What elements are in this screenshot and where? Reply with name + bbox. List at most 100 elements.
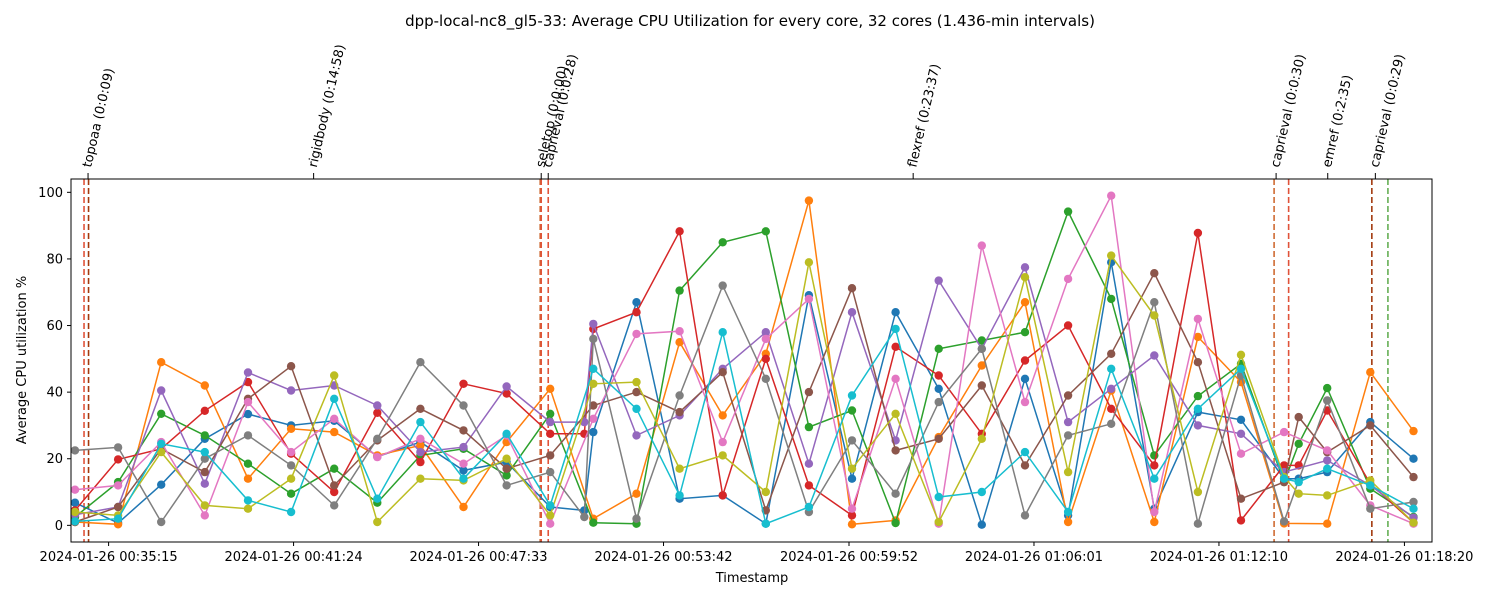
data-point [1020,397,1030,407]
series-line [74,265,1414,519]
data-point [847,391,857,400]
data-point [157,439,166,448]
data-point [1150,269,1159,278]
data-point [1150,474,1159,483]
y-axis-label: Average CPU utilization % [15,276,30,444]
data-point [459,379,468,388]
data-point [891,446,900,455]
event-label: emref (0:2:35) [1320,74,1356,169]
data-point [718,368,727,377]
data-point [632,308,641,317]
data-point [934,344,943,353]
y-tick-label: 20 [46,452,63,467]
data-point [1323,491,1332,500]
data-point [1236,364,1246,373]
data-point [1236,449,1246,458]
data-point [286,489,296,498]
data-point [502,454,511,463]
data-point [330,427,339,437]
data-point [632,387,641,397]
data-point [200,467,209,477]
data-point [243,459,253,468]
data-point [502,471,511,480]
series-line [74,271,1415,523]
data-point [546,384,555,393]
data-point [632,489,641,498]
data-point [459,442,468,452]
data-point [1236,516,1246,525]
data-point [1323,456,1332,465]
data-point [243,409,253,419]
data-point [71,446,80,455]
data-point [934,276,943,285]
data-point [113,514,123,523]
data-point [1294,489,1303,498]
data-point [1323,464,1332,473]
data-point [847,308,857,317]
data-point [1366,481,1375,490]
data-point [330,464,339,473]
series-9 [71,251,1418,527]
data-point [891,308,900,317]
data-point [546,519,555,528]
data-point [847,520,857,529]
data-point [632,404,641,413]
series-line [74,262,1414,528]
data-point [761,354,770,363]
data-point [459,401,468,410]
data-point [847,511,857,520]
data-point [1020,511,1030,520]
data-point [632,431,641,440]
data-point [891,518,900,528]
data-point [1020,447,1030,457]
data-point [157,409,166,418]
data-point [1193,487,1203,497]
data-point [1107,419,1116,428]
data-point [804,294,814,304]
series-line [74,283,1414,524]
data-point [1236,494,1246,503]
data-point [891,409,900,418]
data-point [243,368,253,377]
data-point [1020,374,1030,383]
data-point [71,507,80,517]
data-point [416,434,425,443]
data-point [200,447,209,457]
data-point [243,474,253,483]
data-point [286,386,296,395]
data-point [416,457,425,467]
data-point [632,298,641,307]
x-axis: 2024-01-26 00:35:15 2024-01-26 00:41:24 20… [40,542,1473,565]
data-point [502,481,511,490]
data-point [1063,207,1073,216]
y-axis: 0 20 40 60 80 100 [38,186,71,534]
y-tick-label: 80 [46,252,63,267]
series-line [74,327,1414,525]
x-tick-label: 2024-01-26 00:53:42 [594,550,732,565]
data-point [847,464,857,473]
data-point [891,374,900,383]
data-point [1236,350,1246,359]
data-point [1323,519,1332,528]
data-point [1150,351,1159,360]
data-point [1107,251,1116,260]
data-point [632,514,641,523]
data-point [1323,396,1332,405]
data-point [157,480,166,489]
data-point [1107,384,1116,393]
data-point [589,319,598,329]
data-point [934,434,943,443]
data-point [330,414,339,423]
data-point [113,443,123,452]
data-point [804,422,814,432]
x-tick-label: 2024-01-26 01:12:10 [1150,550,1288,565]
data-point [1020,356,1030,365]
data-point [1279,461,1289,470]
data-point [330,501,339,510]
data-point [675,227,684,236]
series-4 [71,227,1418,527]
data-point [1236,429,1246,438]
data-point [934,384,943,393]
data-point [416,474,425,483]
chart-title: dpp-local-nc8_gl5-33: Average CPU Utiliz… [405,12,1095,31]
